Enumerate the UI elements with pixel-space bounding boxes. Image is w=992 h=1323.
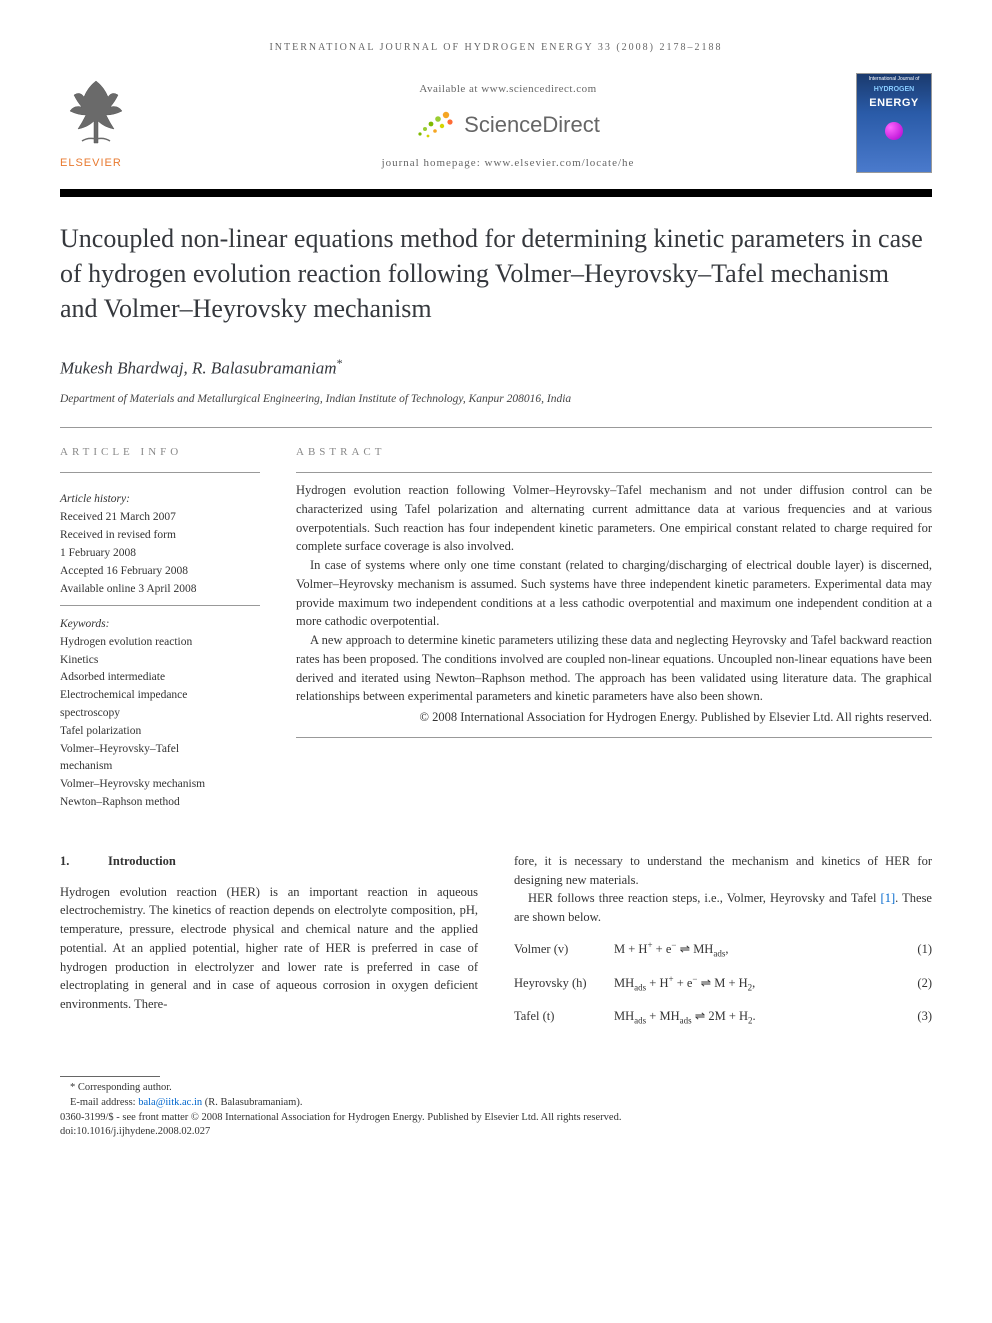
body-paragraph: fore, it is necessary to understand the … bbox=[514, 852, 932, 890]
body-paragraph: HER follows three reaction steps, i.e., … bbox=[514, 889, 932, 927]
abstract-column: ABSTRACT Hydrogen evolution reaction fol… bbox=[296, 444, 932, 812]
elsevier-tree-icon bbox=[60, 73, 132, 153]
rule-below-abstract bbox=[296, 737, 932, 738]
section-number: 1. bbox=[60, 852, 108, 871]
equation-label: Volmer (v) bbox=[514, 940, 614, 959]
date-accepted: Accepted 16 February 2008 bbox=[60, 563, 260, 581]
date-revised-2: 1 February 2008 bbox=[60, 545, 260, 563]
date-received: Received 21 March 2007 bbox=[60, 509, 260, 527]
equation-body: MHads + H+ + e− ⇌ M + H2, bbox=[614, 973, 902, 995]
authors: Mukesh Bhardwaj, R. Balasubramaniam* bbox=[60, 354, 932, 381]
elsevier-logo: ELSEVIER bbox=[60, 73, 140, 172]
citation-link[interactable]: [1] bbox=[881, 891, 896, 905]
equation-3: Tafel (t) MHads + MHads ⇌ 2M + H2. (3) bbox=[514, 1007, 932, 1028]
equation-body: MHads + MHads ⇌ 2M + H2. bbox=[614, 1007, 902, 1028]
running-head: INTERNATIONAL JOURNAL OF HYDROGEN ENERGY… bbox=[60, 40, 932, 55]
keyword: Volmer–Heyrovsky mechanism bbox=[60, 776, 260, 794]
body-paragraph: Hydrogen evolution reaction (HER) is an … bbox=[60, 883, 478, 1014]
footnotes: * Corresponding author. E-mail address: … bbox=[60, 1081, 932, 1140]
article-history-label: Article history: bbox=[60, 491, 260, 508]
equation-label: Tafel (t) bbox=[514, 1007, 614, 1026]
abstract-copyright: © 2008 International Association for Hyd… bbox=[296, 708, 932, 727]
equation-number: (3) bbox=[902, 1007, 932, 1026]
elsevier-wordmark: ELSEVIER bbox=[60, 155, 140, 172]
keyword: Tafel polarization bbox=[60, 723, 260, 741]
masthead: ELSEVIER Available at www.sciencedirect.… bbox=[60, 73, 932, 193]
keyword: spectroscopy bbox=[60, 705, 260, 723]
abstract-paragraph: In case of systems where only one time c… bbox=[296, 556, 932, 631]
cover-graphic-icon bbox=[885, 122, 903, 140]
sciencedirect-swoosh-icon bbox=[416, 109, 456, 139]
equation-number: (1) bbox=[902, 940, 932, 959]
equation-body: M + H+ + e− ⇌ MHads, bbox=[614, 939, 902, 961]
journal-homepage-text: journal homepage: www.elsevier.com/locat… bbox=[160, 155, 856, 172]
cover-title-2: ENERGY bbox=[857, 95, 931, 112]
date-online: Available online 3 April 2008 bbox=[60, 581, 260, 606]
keyword: Kinetics bbox=[60, 652, 260, 670]
cover-pretitle: International Journal of bbox=[857, 74, 931, 83]
rule-above-abstract bbox=[60, 427, 932, 428]
keyword: mechanism bbox=[60, 758, 260, 776]
left-column: 1.Introduction Hydrogen evolution reacti… bbox=[60, 852, 478, 1040]
front-matter-line: 0360-3199/$ - see front matter © 2008 In… bbox=[60, 1111, 932, 1126]
keywords-label: Keywords: bbox=[60, 616, 260, 633]
keyword: Hydrogen evolution reaction bbox=[60, 634, 260, 652]
sciencedirect-logo[interactable]: ScienceDirect bbox=[416, 108, 600, 141]
equation-1: Volmer (v) M + H+ + e− ⇌ MHads, (1) bbox=[514, 939, 932, 961]
equation-2: Heyrovsky (h) MHads + H+ + e− ⇌ M + H2, … bbox=[514, 973, 932, 995]
journal-cover-thumbnail: International Journal of HYDROGEN ENERGY bbox=[856, 73, 932, 173]
affiliation: Department of Materials and Metallurgica… bbox=[60, 391, 932, 408]
article-title: Uncoupled non-linear equations method fo… bbox=[60, 221, 932, 326]
keyword: Electrochemical impedance bbox=[60, 687, 260, 705]
right-column: fore, it is necessary to understand the … bbox=[514, 852, 932, 1040]
article-info-column: ARTICLE INFO Article history: Received 2… bbox=[60, 444, 260, 812]
body-text: HER follows three reaction steps, i.e., … bbox=[528, 891, 881, 905]
body-two-column: 1.Introduction Hydrogen evolution reacti… bbox=[60, 852, 932, 1040]
authors-names: Mukesh Bhardwaj, R. Balasubramaniam bbox=[60, 359, 337, 378]
section-heading: 1.Introduction bbox=[60, 852, 478, 871]
keyword: Newton–Raphson method bbox=[60, 794, 260, 812]
masthead-center: Available at www.sciencedirect.com Scien… bbox=[160, 73, 856, 171]
doi-line: doi:10.1016/j.ijhydene.2008.02.027 bbox=[60, 1125, 932, 1140]
email-label: E-mail address: bbox=[70, 1097, 138, 1108]
email-line: E-mail address: bala@iitk.ac.in (R. Bala… bbox=[60, 1096, 932, 1111]
available-at-text: Available at www.sciencedirect.com bbox=[160, 81, 856, 98]
sciencedirect-wordmark: ScienceDirect bbox=[464, 108, 600, 141]
email-link[interactable]: bala@iitk.ac.in bbox=[138, 1097, 202, 1108]
article-info-heading: ARTICLE INFO bbox=[60, 444, 260, 461]
equation-label: Heyrovsky (h) bbox=[514, 974, 614, 993]
corresponding-asterisk: * bbox=[337, 356, 343, 370]
corresponding-author-note: * Corresponding author. bbox=[60, 1081, 932, 1096]
abstract-heading: ABSTRACT bbox=[296, 444, 932, 461]
equation-number: (2) bbox=[902, 974, 932, 993]
email-affiliation: (R. Balasubramaniam). bbox=[202, 1097, 302, 1108]
section-title: Introduction bbox=[108, 854, 176, 868]
footnote-rule bbox=[60, 1076, 160, 1077]
cover-title-1: HYDROGEN bbox=[857, 85, 931, 96]
abstract-paragraph: Hydrogen evolution reaction following Vo… bbox=[296, 481, 932, 556]
keyword: Volmer–Heyrovsky–Tafel bbox=[60, 741, 260, 759]
keyword: Adsorbed intermediate bbox=[60, 669, 260, 687]
abstract-paragraph: A new approach to determine kinetic para… bbox=[296, 631, 932, 706]
date-revised-1: Received in revised form bbox=[60, 527, 260, 545]
